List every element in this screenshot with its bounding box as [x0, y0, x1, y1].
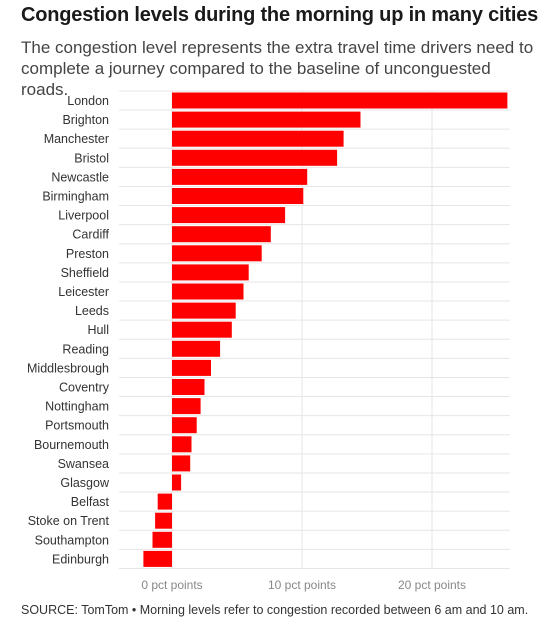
bar: [172, 226, 271, 243]
bar: [172, 283, 244, 300]
chart-subtitle: The congestion level represents the extr…: [21, 38, 534, 99]
source-note: SOURCE: TomTom • Morning levels refer to…: [21, 603, 529, 617]
bar: [172, 436, 192, 453]
category-label: Liverpool: [58, 209, 109, 223]
category-label: Belfast: [71, 495, 110, 509]
category-label: Sheffield: [61, 266, 109, 280]
bar: [172, 398, 201, 415]
category-label: Bristol: [74, 151, 109, 165]
category-label: Brighton: [62, 113, 109, 127]
category-label: Cardiff: [72, 228, 109, 242]
category-label: Leicester: [58, 285, 109, 299]
bar: [155, 512, 172, 529]
category-label: Bournemouth: [34, 438, 109, 452]
category-label: Hull: [87, 323, 109, 337]
category-label: Nottingham: [45, 400, 109, 414]
bar: [172, 92, 508, 109]
category-label: Preston: [66, 247, 109, 261]
bar: [172, 264, 249, 281]
category-label: Glasgow: [60, 476, 110, 490]
bar: [172, 130, 344, 147]
x-axis-ticks: 0 pct points 10 pct points 20 pct points: [141, 578, 466, 592]
category-label: Reading: [62, 342, 109, 356]
grid-lines: [119, 90, 510, 569]
bar: [172, 149, 338, 166]
category-label: Birmingham: [42, 190, 109, 204]
bar: [172, 359, 211, 376]
bar: [172, 111, 361, 128]
bar: [172, 321, 232, 338]
bar: [152, 531, 172, 548]
bar: [172, 474, 182, 491]
bar: [172, 207, 286, 224]
category-labels: London Brighton Manchester Bristol Newcastle…: [27, 94, 110, 566]
bar: [143, 550, 172, 567]
bar: [172, 168, 308, 185]
bar: [157, 493, 172, 510]
bar: [172, 188, 304, 204]
bar: [172, 379, 205, 395]
bar: [172, 455, 191, 472]
category-label: Middlesbrough: [27, 361, 109, 375]
bars: [143, 92, 508, 567]
x-tick-label: 0 pct points: [141, 578, 202, 592]
bar: [172, 340, 221, 357]
bar: [172, 245, 262, 262]
category-label: Leeds: [75, 304, 109, 318]
category-label: London: [67, 94, 109, 108]
category-label: Manchester: [44, 132, 109, 146]
category-label: Portsmouth: [45, 419, 109, 433]
x-tick-label: 10 pct points: [268, 578, 336, 592]
category-label: Coventry: [59, 381, 110, 395]
category-label: Edinburgh: [52, 552, 109, 566]
chart-title: Congestion levels during the morning up …: [21, 4, 539, 26]
x-tick-label: 20 pct points: [398, 578, 466, 592]
bar: [172, 417, 197, 434]
category-label: Stoke on Trent: [28, 514, 110, 528]
bar: [172, 302, 236, 319]
category-label: Southampton: [35, 533, 109, 547]
category-label: Swansea: [58, 457, 109, 471]
category-label: Newcastle: [51, 170, 109, 184]
